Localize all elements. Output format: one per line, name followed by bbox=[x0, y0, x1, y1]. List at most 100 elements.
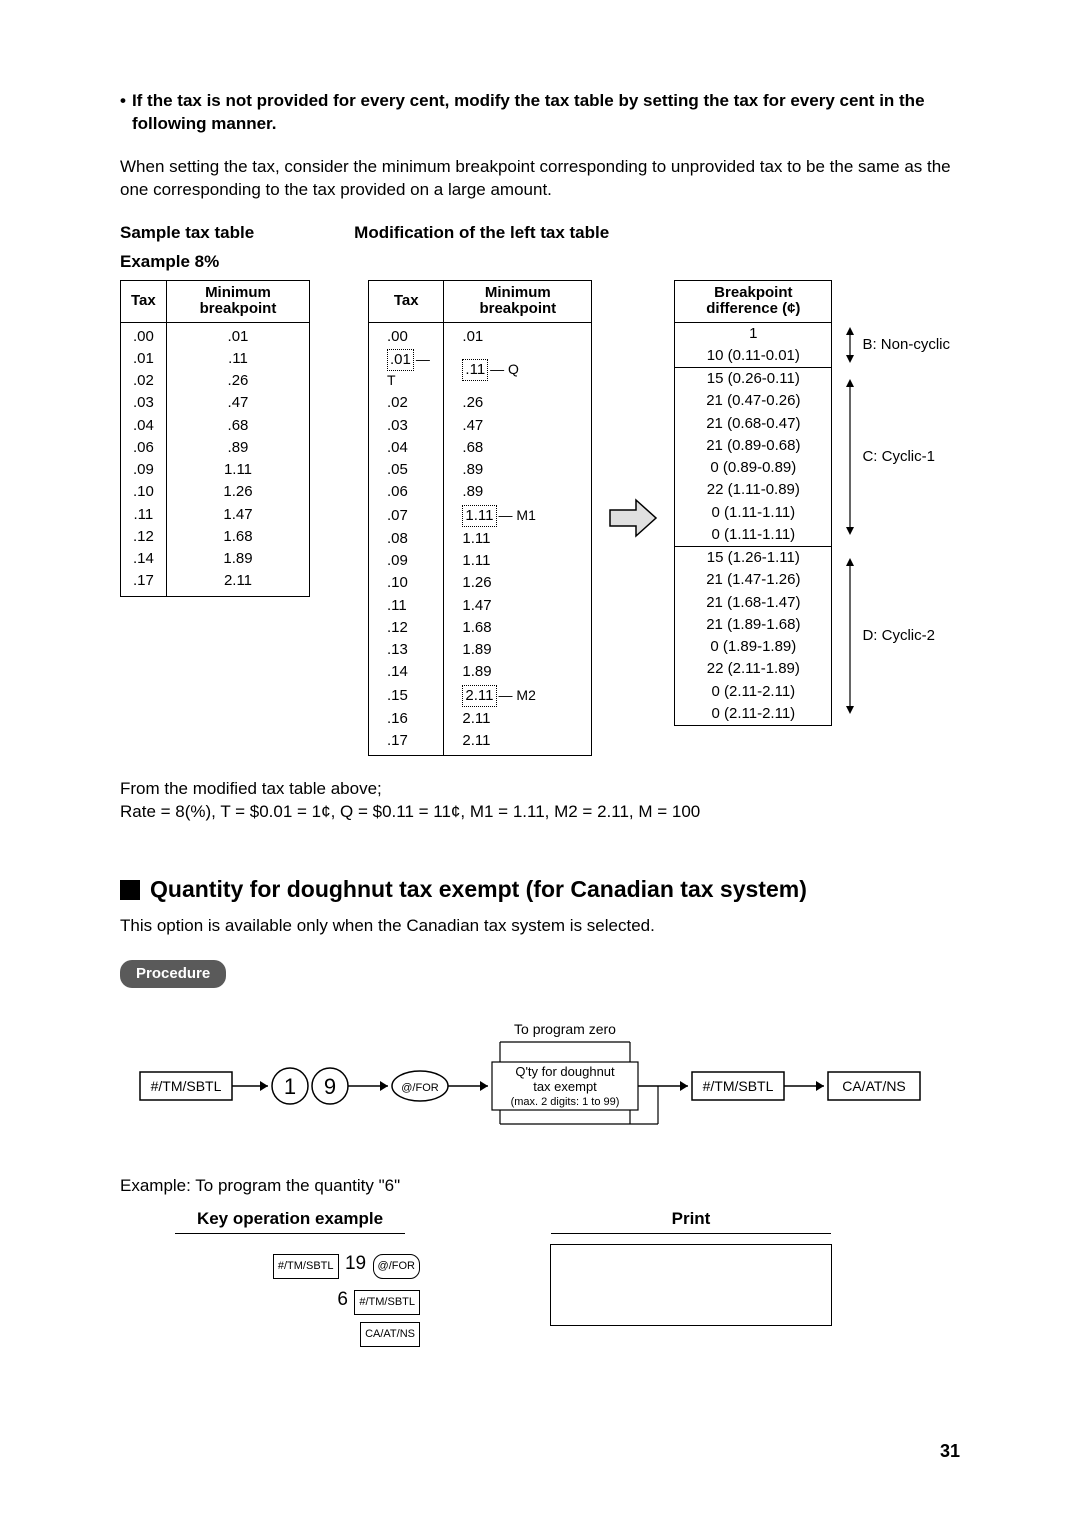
table-cell: .05 bbox=[368, 459, 443, 481]
table-cell: .13 bbox=[368, 639, 443, 661]
table-cell: 22 (1.11-0.89) bbox=[675, 479, 832, 501]
procedure-badge: Procedure bbox=[120, 960, 226, 988]
table-cell: .47 bbox=[166, 392, 310, 414]
svg-text:@/FOR: @/FOR bbox=[401, 1082, 438, 1094]
th-min-bp-2: Minimum breakpoint bbox=[444, 280, 592, 322]
table-cell: 1.89 bbox=[444, 661, 592, 683]
svg-text:1: 1 bbox=[284, 1074, 296, 1099]
table-cell: 21 (1.47-1.26) bbox=[675, 569, 832, 591]
table-cell: .89 bbox=[444, 459, 592, 481]
table-cell: .03 bbox=[121, 392, 167, 414]
table-cell: .68 bbox=[444, 437, 592, 459]
table-cell: 0 (1.89-1.89) bbox=[675, 636, 832, 658]
table-cell: 15 (1.26-1.11) bbox=[675, 547, 832, 570]
table-cell: 1.11 bbox=[444, 528, 592, 550]
table-cell: 2.11 bbox=[166, 570, 310, 596]
key-op-line-1: #/TM/SBTL 19 @/FOR bbox=[160, 1246, 420, 1282]
tmsbtl-key: #/TM/SBTL bbox=[273, 1254, 339, 1279]
table-cell: 2.11— M2 bbox=[444, 684, 592, 708]
table-cell: 21 (0.47-0.26) bbox=[675, 390, 832, 412]
bullet-dot: • bbox=[120, 90, 126, 136]
intro-paragraph: When setting the tax, consider the minim… bbox=[120, 156, 960, 202]
table-cell: .11 bbox=[166, 348, 310, 370]
left-table-title-1: Sample tax table bbox=[120, 222, 254, 245]
table-cell: 1.26 bbox=[444, 572, 592, 594]
table-cell: .11 bbox=[368, 595, 443, 617]
th-bp-diff: Breakpoint difference (¢) bbox=[675, 280, 832, 322]
table-cell: .06 bbox=[368, 481, 443, 503]
table-cell: 1.11 bbox=[166, 459, 310, 481]
table-cell: .12 bbox=[368, 617, 443, 639]
table-cell: .01 bbox=[166, 322, 310, 348]
table-cell: 0 (0.89-0.89) bbox=[675, 457, 832, 479]
table-cell: 1.26 bbox=[166, 481, 310, 503]
table-cell: .02 bbox=[121, 370, 167, 392]
left-table-title-2: Example 8% bbox=[120, 251, 254, 274]
table-cell: .17 bbox=[368, 730, 443, 756]
table-cell: 1.47 bbox=[444, 595, 592, 617]
table-cell: 1.47 bbox=[166, 504, 310, 526]
key-op-line-3: CA/AT/NS bbox=[160, 1318, 420, 1348]
table-cell: .12 bbox=[121, 526, 167, 548]
section-intro: This option is available only when the C… bbox=[120, 915, 960, 938]
print-box bbox=[550, 1244, 832, 1326]
procedure-diagram: To program zero #/TM/SBTL 1 9 @/FOR bbox=[120, 1018, 960, 1145]
table-cell: .01 bbox=[121, 348, 167, 370]
table-cell: .16 bbox=[368, 708, 443, 730]
derived-line-2: Rate = 8(%), T = $0.01 = 1¢, Q = $0.11 =… bbox=[120, 801, 960, 824]
breakpoint-table: Breakpoint difference (¢) 1B: Non-cyclic… bbox=[674, 280, 960, 727]
table-cell: 2.11 bbox=[444, 730, 592, 756]
table-cell: .04 bbox=[121, 415, 167, 437]
atfor-key: @/FOR bbox=[373, 1254, 420, 1279]
table-cell: 21 (1.68-1.47) bbox=[675, 592, 832, 614]
svg-text:Q'ty for doughnut: Q'ty for doughnut bbox=[515, 1064, 615, 1079]
intro-heading: • If the tax is not provided for every c… bbox=[120, 90, 960, 136]
table-cell: 0 (2.11-2.11) bbox=[675, 703, 832, 726]
th-tax-2: Tax bbox=[368, 280, 443, 322]
table-cell: 21 (1.89-1.68) bbox=[675, 614, 832, 636]
table-cell: 1.89 bbox=[166, 548, 310, 570]
modified-tax-table: Tax Minimum breakpoint .00.01.01— T.11— … bbox=[368, 280, 592, 757]
svg-text:#/TM/SBTL: #/TM/SBTL bbox=[151, 1078, 222, 1094]
table-cell: .11— Q bbox=[444, 348, 592, 393]
svg-text:To program zero: To program zero bbox=[514, 1021, 616, 1037]
table-cell: .10 bbox=[368, 572, 443, 594]
table-cell: 2.11 bbox=[444, 708, 592, 730]
key-op-header: Key operation example bbox=[175, 1208, 405, 1234]
table-cell: .09 bbox=[368, 550, 443, 572]
right-arrow-icon bbox=[608, 496, 658, 540]
table-cell: .14 bbox=[368, 661, 443, 683]
table-cell: 21 (0.68-0.47) bbox=[675, 413, 832, 435]
table-cell: .04 bbox=[368, 437, 443, 459]
table-cell: 15 (0.26-0.11) bbox=[675, 368, 832, 391]
table-cell: 1.68 bbox=[444, 617, 592, 639]
svg-text:CA/AT/NS: CA/AT/NS bbox=[842, 1078, 906, 1094]
table-cell: .89 bbox=[444, 481, 592, 503]
table-cell: .01 bbox=[444, 322, 592, 348]
page-number: 31 bbox=[120, 1439, 960, 1463]
table-cell: .15 bbox=[368, 684, 443, 708]
table-cell: .68 bbox=[166, 415, 310, 437]
table-cell: .17 bbox=[121, 570, 167, 596]
square-icon bbox=[120, 880, 140, 900]
num-6: 6 bbox=[337, 1289, 348, 1310]
num-19: 19 bbox=[345, 1253, 366, 1274]
derived-line-1: From the modified tax table above; bbox=[120, 778, 960, 801]
table-cell: .03 bbox=[368, 415, 443, 437]
table-cell: .11 bbox=[121, 504, 167, 526]
table-cell: .00 bbox=[121, 322, 167, 348]
table-cell: .09 bbox=[121, 459, 167, 481]
group-label: B: Non-cyclic bbox=[832, 322, 960, 368]
th-tax: Tax bbox=[121, 280, 167, 322]
table-cell: .01— T bbox=[368, 348, 443, 393]
section-title: Quantity for doughnut tax exempt (for Ca… bbox=[150, 874, 807, 905]
th-min-bp: Minimum breakpoint bbox=[166, 280, 310, 322]
caatns-key: CA/AT/NS bbox=[360, 1322, 420, 1347]
svg-text:(max. 2 digits: 1 to 99): (max. 2 digits: 1 to 99) bbox=[511, 1096, 620, 1108]
table-cell: .07 bbox=[368, 504, 443, 528]
table-cell: .02 bbox=[368, 392, 443, 414]
mid-table-title: Modification of the left tax table bbox=[354, 222, 609, 274]
table-cell: 1.89 bbox=[444, 639, 592, 661]
table-cell: .14 bbox=[121, 548, 167, 570]
table-cell: .26 bbox=[444, 392, 592, 414]
